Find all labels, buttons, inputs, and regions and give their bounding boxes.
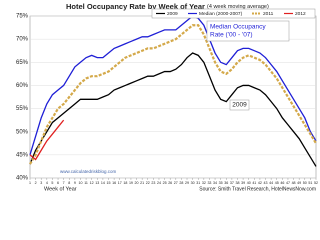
- y-tick-label: 60%: [16, 83, 29, 89]
- x-tick-label: 44: [269, 181, 273, 185]
- chart: Hotel Occupancy Rate by Week of Year (4 …: [15, 1, 318, 193]
- series-line: [29, 52, 317, 167]
- y-tick-label: 55%: [16, 106, 29, 112]
- x-tick-label: 33: [207, 181, 211, 185]
- x-tick-label: 27: [174, 181, 178, 185]
- x-tick-label: 22: [146, 181, 150, 185]
- x-tick-label: 31: [196, 181, 200, 185]
- x-tick-label: 14: [101, 181, 105, 185]
- y-tick-label: 75%: [16, 14, 29, 20]
- y-tick-label: 45%: [16, 152, 29, 158]
- x-tick-label: 42: [258, 181, 262, 185]
- x-tick-label: 17: [118, 181, 122, 185]
- x-tick-label: 24: [157, 181, 161, 185]
- series-line: [29, 119, 65, 161]
- x-tick-label: 36: [224, 181, 228, 185]
- x-tick-label: 8: [68, 181, 70, 185]
- y-tick-label: 65%: [16, 60, 29, 66]
- title-text: Hotel Occupancy Rate by Week of Year: [66, 2, 205, 11]
- median-note: Rate ('00 - '07): [210, 32, 253, 39]
- x-tick-label: 10: [78, 181, 82, 185]
- legend-box: [151, 8, 316, 19]
- x-tick-label: 37: [230, 181, 234, 185]
- x-tick-label: 4: [46, 181, 48, 185]
- x-tick-label: 32: [202, 181, 206, 185]
- x-tick-label: 13: [95, 181, 99, 185]
- y-tick-label: 50%: [16, 129, 29, 135]
- x-tick-label: 35: [219, 181, 223, 185]
- series-line: [29, 15, 317, 156]
- x-tick-label: 23: [151, 181, 155, 185]
- x-tick-label: 1: [29, 181, 31, 185]
- x-tick-label: 51: [308, 181, 312, 185]
- annotation-box: [206, 20, 290, 42]
- x-tick-label: 21: [140, 181, 144, 185]
- x-tick-label: 43: [264, 181, 268, 185]
- annotation-box: [229, 99, 250, 111]
- x-tick-label: 29: [185, 181, 189, 185]
- x-tick-label: 3: [40, 181, 42, 185]
- x-tick-label: 45: [275, 181, 279, 185]
- legend-label: Median (2000-2007): [199, 11, 243, 17]
- subtitle: (4 week moving average): [207, 4, 269, 10]
- x-tick-label: 20: [135, 181, 139, 185]
- x-tick-label: 34: [213, 181, 217, 185]
- x-tick-label: 26: [168, 181, 172, 185]
- x-tick-label: 49: [297, 181, 301, 185]
- x-tick-label: 9: [74, 181, 76, 185]
- x-tick-label: 5: [51, 181, 53, 185]
- x-tick-label: 2: [35, 181, 37, 185]
- x-tick-label: 41: [252, 181, 256, 185]
- source: Source: Smith Travel Research, HotelNews…: [199, 186, 316, 192]
- note-2009: 2009: [232, 102, 247, 109]
- credit: www.calculatedriskblog.com: [60, 169, 117, 174]
- legend-label: 2009: [167, 11, 178, 17]
- x-tick-label: 15: [107, 181, 111, 185]
- y-tick-label: 40%: [16, 176, 29, 182]
- chart-title: Hotel Occupancy Rate by Week of Year (4 …: [66, 2, 269, 11]
- page: {"chart_data": { "type": "line", "title"…: [15, 1, 318, 193]
- x-tick-label: 6: [57, 181, 59, 185]
- x-tick-label: 30: [191, 181, 195, 185]
- x-tick-label: 38: [235, 181, 239, 185]
- x-tick-label: 47: [286, 181, 290, 185]
- x-tick-label: 50: [303, 181, 307, 185]
- x-axis-label: Week of Year: [44, 186, 77, 192]
- x-tick-label: 7: [63, 181, 65, 185]
- plot-area: [29, 15, 317, 179]
- x-tick-label: 40: [247, 181, 251, 185]
- series-line: [29, 24, 317, 165]
- x-tick-label: 18: [123, 181, 127, 185]
- x-tick-label: 11: [84, 181, 88, 185]
- x-tick-label: 39: [241, 181, 245, 185]
- y-tick-label: 70%: [16, 37, 29, 43]
- x-tick-label: 25: [163, 181, 167, 185]
- legend-label: 2012: [295, 11, 306, 17]
- x-tick-label: 28: [179, 181, 183, 185]
- x-tick-label: 46: [280, 181, 284, 185]
- x-tick-label: 16: [112, 181, 116, 185]
- legend-label: 2011: [263, 11, 274, 17]
- x-tick-label: 19: [129, 181, 133, 185]
- x-tick-label: 52: [314, 181, 318, 185]
- x-tick-label: 12: [90, 181, 94, 185]
- median-note: Median Occupancy: [210, 24, 266, 31]
- x-tick-label: 48: [292, 181, 296, 185]
